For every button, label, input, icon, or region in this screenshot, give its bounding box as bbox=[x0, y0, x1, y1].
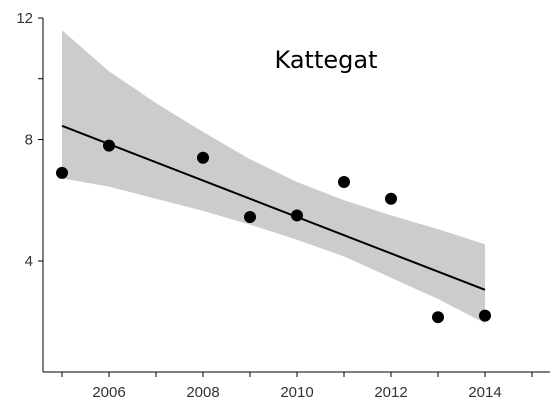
ticks: 2006 2008 2010 2012 2014 4 8 12 bbox=[16, 10, 533, 401]
data-point-2013 bbox=[432, 311, 444, 324]
x-tick-label-2010: 2010 bbox=[280, 384, 313, 401]
chart-title: Kattegat bbox=[275, 46, 378, 74]
data-point-2012 bbox=[385, 192, 397, 205]
y-tick-label-4: 4 bbox=[25, 253, 33, 270]
data-point-2005 bbox=[56, 166, 68, 179]
x-tick-label-2014: 2014 bbox=[468, 384, 501, 401]
confidence-band bbox=[62, 30, 485, 324]
x-tick-label-2012: 2012 bbox=[374, 384, 407, 401]
x-tick-label-2008: 2008 bbox=[186, 384, 219, 401]
data-point-2008 bbox=[197, 151, 209, 164]
data-point-2011 bbox=[338, 176, 350, 189]
data-points bbox=[56, 139, 491, 324]
confidence-band-layer bbox=[62, 30, 485, 324]
data-point-2006 bbox=[103, 139, 115, 152]
data-point-2009 bbox=[244, 210, 256, 223]
y-tick-label-8: 8 bbox=[25, 132, 33, 149]
fit-line-layer bbox=[61, 124, 486, 291]
data-point-2010 bbox=[291, 209, 303, 222]
x-tick-label-2006: 2006 bbox=[92, 384, 125, 401]
y-tick-label-12: 12 bbox=[16, 10, 33, 27]
data-point-2014 bbox=[479, 309, 491, 322]
regression-line bbox=[61, 124, 486, 291]
